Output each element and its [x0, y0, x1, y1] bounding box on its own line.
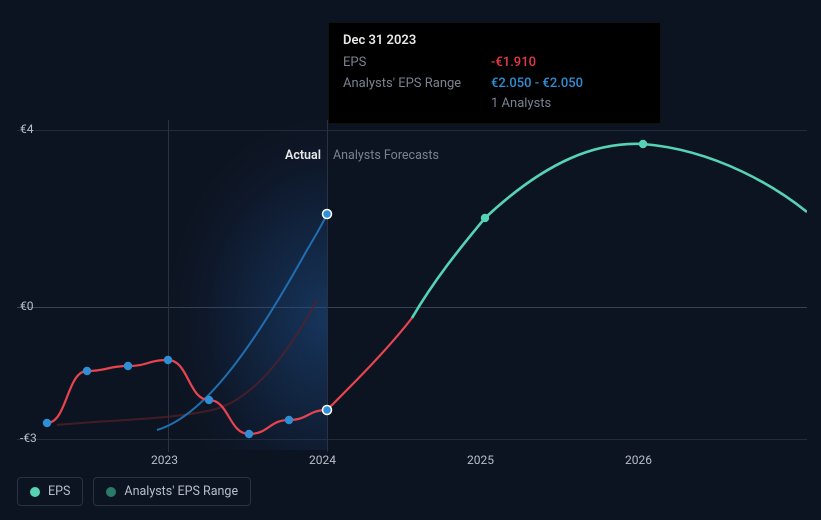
- chart-tooltip: Dec 31 2023 EPS -€1.910 Analysts' EPS Ra…: [328, 22, 661, 124]
- legend-label: Analysts' EPS Range: [124, 484, 238, 499]
- legend: EPS Analysts' EPS Range: [17, 477, 251, 506]
- x-tick-label: 2024: [309, 453, 336, 467]
- legend-item-range[interactable]: Analysts' EPS Range: [93, 477, 251, 506]
- tooltip-date: Dec 31 2023: [343, 33, 646, 48]
- legend-dot-icon: [30, 487, 40, 497]
- legend-item-eps[interactable]: EPS: [17, 477, 83, 506]
- eps-forecast-pos-line: [412, 144, 807, 318]
- tooltip-eps-label: EPS: [343, 54, 491, 72]
- range-upper-line: [157, 214, 327, 430]
- tooltip-range-value: €2.050 - €2.050: [491, 75, 583, 93]
- x-tick-label: 2023: [151, 453, 178, 467]
- x-tick-label: 2025: [467, 453, 494, 467]
- tooltip-analysts-count: 1 Analysts: [491, 96, 646, 111]
- tooltip-range-label: Analysts' EPS Range: [343, 75, 491, 93]
- eps-forecast-neg-line: [327, 318, 412, 410]
- legend-label: EPS: [48, 484, 70, 499]
- legend-dot-icon: [106, 487, 116, 497]
- range-shadow-line: [57, 300, 317, 425]
- tooltip-eps-value: -€1.910: [491, 54, 536, 72]
- chart-svg: [17, 120, 807, 452]
- x-tick-label: 2026: [625, 453, 652, 467]
